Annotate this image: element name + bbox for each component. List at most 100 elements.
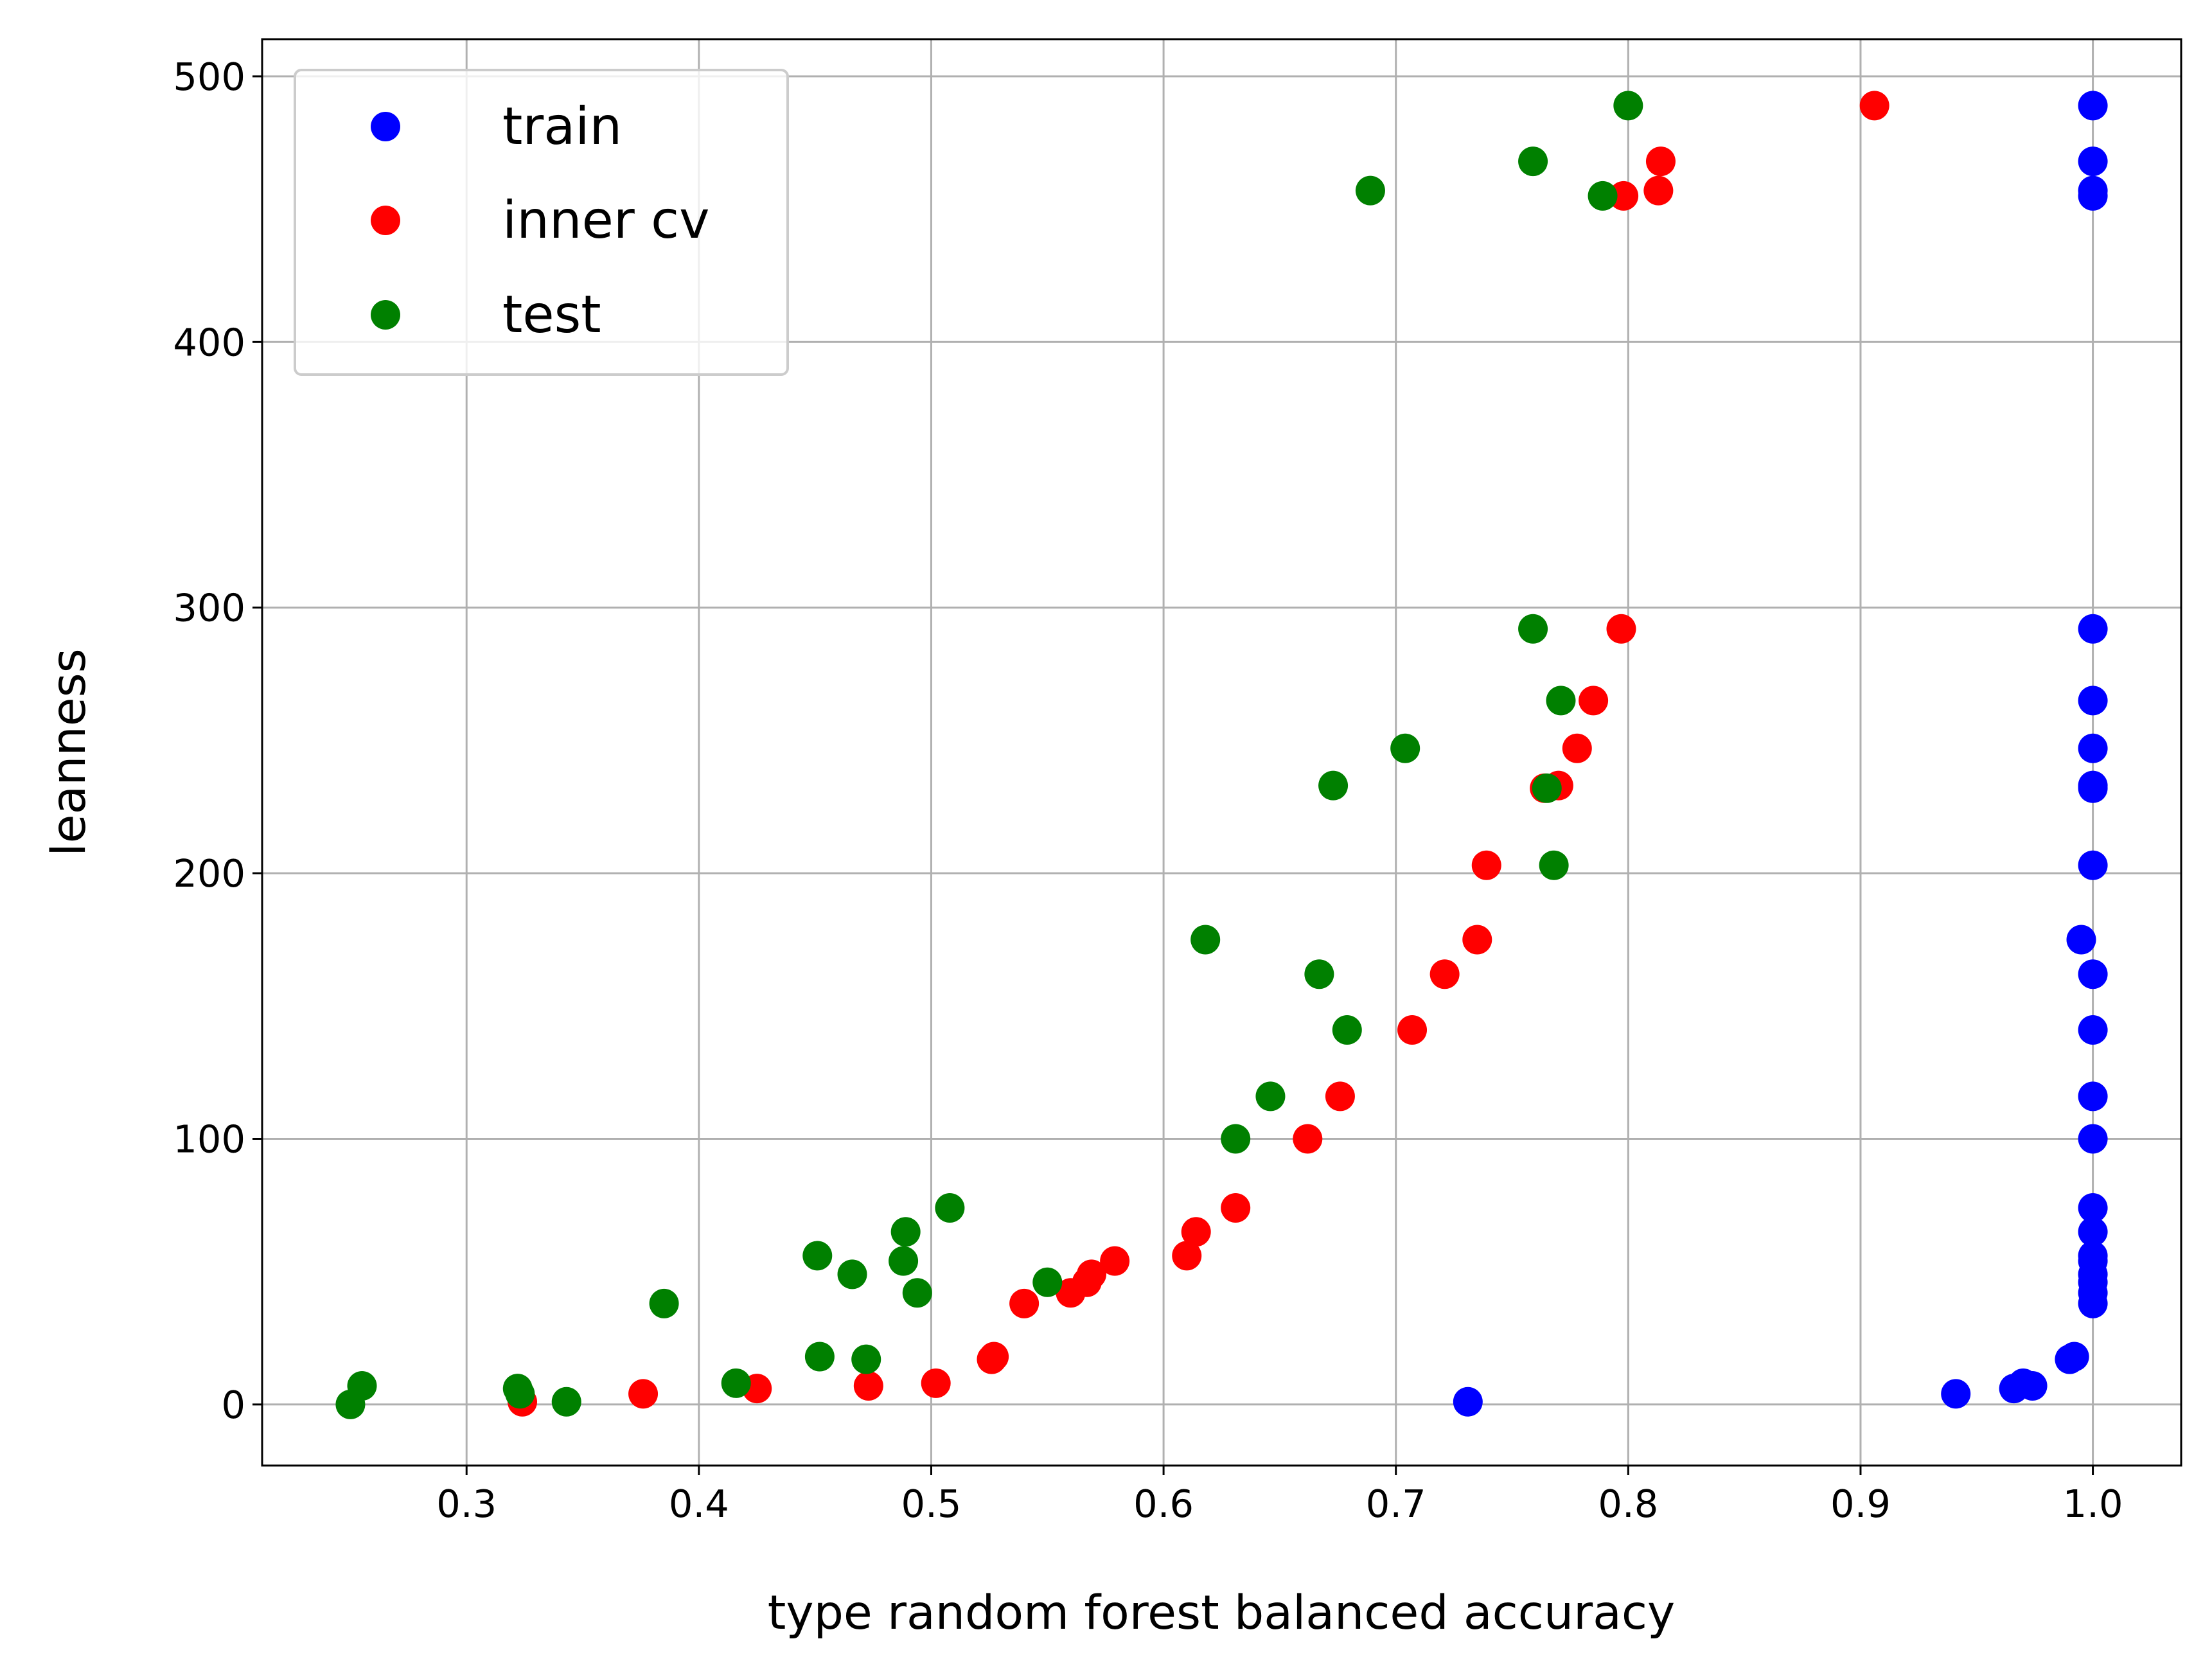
point-train [2078, 614, 2108, 644]
point-test [721, 1368, 751, 1398]
x-tick-label: 0.6 [1133, 1482, 1194, 1526]
point-test [1190, 925, 1221, 955]
point-test [505, 1379, 535, 1409]
data-points [335, 91, 2108, 1419]
point-test [935, 1192, 965, 1223]
point-inner-cv [1859, 91, 1889, 121]
legend: train inner cv test [294, 69, 789, 376]
point-train [1941, 1379, 1971, 1409]
legend-label-test: test [502, 285, 601, 344]
legend-marker-train [371, 112, 400, 141]
point-inner-cv [1429, 959, 1460, 989]
point-test [802, 1241, 833, 1271]
x-tick-label: 0.4 [669, 1482, 729, 1526]
point-train [2078, 850, 2108, 880]
x-axis-label: type random forest balanced accuracy [768, 1586, 1675, 1640]
point-test [1332, 1015, 1362, 1045]
point-inner-cv [1462, 925, 1492, 955]
y-tick-label: 200 [173, 851, 245, 896]
point-train [2078, 1217, 2108, 1247]
point-train [2078, 181, 2108, 211]
point-inner-cv [1221, 1192, 1251, 1223]
point-train [2066, 925, 2096, 955]
point-inner-cv [1471, 850, 1501, 880]
point-test [890, 1217, 921, 1247]
point-test [335, 1389, 366, 1419]
y-tick-label: 400 [173, 320, 245, 364]
x-tick-label: 0.8 [1598, 1482, 1658, 1526]
legend-box [294, 69, 789, 376]
y-tick-label: 0 [221, 1383, 245, 1427]
point-train [2078, 773, 2108, 803]
point-test [902, 1278, 932, 1308]
x-tick-label: 0.3 [436, 1482, 497, 1526]
point-test [1304, 959, 1334, 989]
point-inner-cv [628, 1379, 659, 1409]
point-test [889, 1246, 919, 1276]
point-test [1255, 1081, 1286, 1112]
x-tick-label: 0.7 [1366, 1482, 1426, 1526]
point-test [649, 1288, 679, 1318]
point-test [551, 1387, 581, 1417]
point-test [1390, 733, 1420, 763]
legend-label-inner-cv: inner cv [502, 190, 710, 250]
point-train [2078, 1081, 2108, 1112]
point-train [2078, 1015, 2108, 1045]
point-inner-cv [1606, 614, 1636, 644]
plot-frame [261, 38, 2182, 1467]
point-test [804, 1342, 835, 1372]
axis-ticks: 0.3 0.4 0.5 0.6 0.7 0.8 0.9 1.0 0 100 200 300 400 500 [173, 55, 2123, 1526]
point-inner-cv [1056, 1278, 1086, 1308]
point-inner-cv [1009, 1288, 1040, 1318]
point-inner-cv [1643, 175, 1674, 206]
point-inner-cv [1397, 1015, 1428, 1045]
point-inner-cv [977, 1344, 1007, 1374]
point-test [1613, 91, 1643, 121]
point-inner-cv [1645, 146, 1676, 177]
point-inner-cv [853, 1370, 883, 1401]
y-axis-label: leanness [42, 648, 96, 856]
point-test [1221, 1124, 1251, 1154]
point-test [1532, 773, 1562, 803]
point-test [1518, 614, 1548, 644]
point-train [1453, 1387, 1483, 1417]
point-test [1539, 850, 1569, 880]
legend-marker-test [371, 300, 400, 330]
x-tick-label: 1.0 [2063, 1482, 2123, 1526]
point-inner-cv [1100, 1246, 1130, 1276]
point-train [2078, 1288, 2108, 1318]
y-tick-label: 300 [173, 586, 245, 630]
point-test [1518, 146, 1548, 177]
point-train [2078, 1192, 2108, 1223]
legend-marker-inner-cv [371, 206, 400, 235]
y-tick-label: 100 [173, 1117, 245, 1162]
point-test [837, 1259, 867, 1289]
point-train [2078, 91, 2108, 121]
point-train [2078, 1124, 2108, 1154]
x-tick-label: 0.5 [901, 1482, 962, 1526]
point-inner-cv [1293, 1124, 1323, 1154]
point-train [2078, 146, 2108, 177]
point-test [1588, 181, 1618, 211]
point-test [1032, 1267, 1063, 1297]
point-inner-cv [1172, 1241, 1202, 1271]
point-test [851, 1344, 881, 1374]
point-inner-cv [921, 1368, 951, 1398]
legend-label-train: train [502, 96, 622, 156]
y-tick-label: 500 [173, 55, 245, 99]
point-train [2078, 959, 2108, 989]
point-inner-cv [1579, 686, 1609, 716]
point-test [1355, 175, 1385, 206]
point-inner-cv [1325, 1081, 1355, 1112]
point-test [1546, 686, 1576, 716]
x-tick-label: 0.9 [1830, 1482, 1891, 1526]
point-train [2078, 733, 2108, 763]
point-train [1999, 1374, 2029, 1404]
point-test [1318, 770, 1349, 801]
point-train [2055, 1344, 2085, 1374]
point-train [2078, 686, 2108, 716]
point-inner-cv [1181, 1217, 1211, 1247]
point-inner-cv [1609, 181, 1639, 211]
point-inner-cv [1562, 733, 1592, 763]
